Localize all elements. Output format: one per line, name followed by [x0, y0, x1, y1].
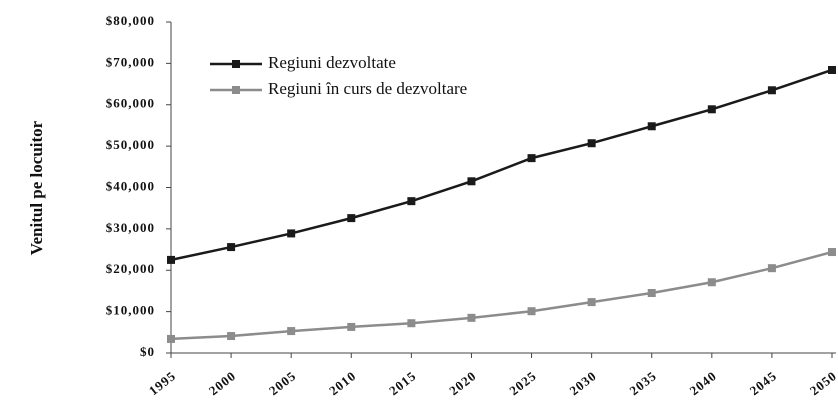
y-tick-label: $40,000	[106, 178, 155, 193]
marker	[767, 264, 776, 273]
marker	[587, 139, 596, 148]
marker	[707, 278, 716, 287]
x-tick-label: 1995	[146, 368, 179, 398]
marker	[467, 313, 476, 322]
y-axis-title: Venitul pe locuitor	[27, 120, 46, 255]
marker	[287, 229, 296, 238]
y-tick-label: $10,000	[106, 303, 155, 318]
x-tick-label: 2000	[206, 368, 239, 398]
legend-label: Regiuni în curs de dezvoltare	[268, 79, 467, 98]
marker	[647, 122, 656, 131]
marker	[167, 255, 175, 264]
marker	[467, 177, 476, 186]
y-tick-label: $50,000	[106, 137, 155, 152]
marker	[227, 243, 236, 252]
marker	[527, 154, 536, 163]
legend-marker	[232, 86, 240, 94]
y-tick-label: $70,000	[106, 54, 155, 69]
x-tick-label: 2050	[807, 368, 838, 398]
marker	[407, 197, 416, 206]
marker	[227, 332, 236, 341]
x-tick-label: 2035	[627, 368, 660, 398]
x-tick-label: 2015	[386, 368, 419, 398]
marker	[527, 307, 536, 316]
x-tick-label: 2010	[326, 368, 359, 398]
marker	[767, 86, 776, 95]
x-tick-label: 2020	[446, 368, 479, 398]
marker	[167, 334, 175, 343]
marker	[347, 322, 356, 331]
marker	[828, 248, 836, 257]
x-tick-label: 2045	[747, 368, 780, 398]
legend-marker	[232, 60, 240, 68]
marker	[828, 65, 836, 74]
y-tick-label: $80,000	[106, 13, 155, 28]
y-tick-label: $60,000	[106, 96, 155, 111]
series-line	[170, 68, 833, 262]
marker	[347, 214, 356, 223]
marker	[587, 298, 596, 307]
marker	[707, 105, 716, 114]
legend-label: Regiuni dezvoltate	[268, 53, 396, 72]
x-tick-label: 2030	[566, 368, 599, 398]
series-line	[170, 250, 833, 341]
y-tick-label: $30,000	[106, 220, 155, 235]
x-tick-label: 2005	[266, 368, 299, 398]
marker	[647, 289, 656, 298]
x-tick-label: 2040	[687, 368, 720, 398]
marker	[287, 327, 296, 336]
marker	[407, 319, 416, 328]
y-tick-label: $0	[140, 344, 155, 359]
y-tick-label: $20,000	[106, 261, 155, 276]
x-tick-label: 2025	[506, 368, 539, 398]
